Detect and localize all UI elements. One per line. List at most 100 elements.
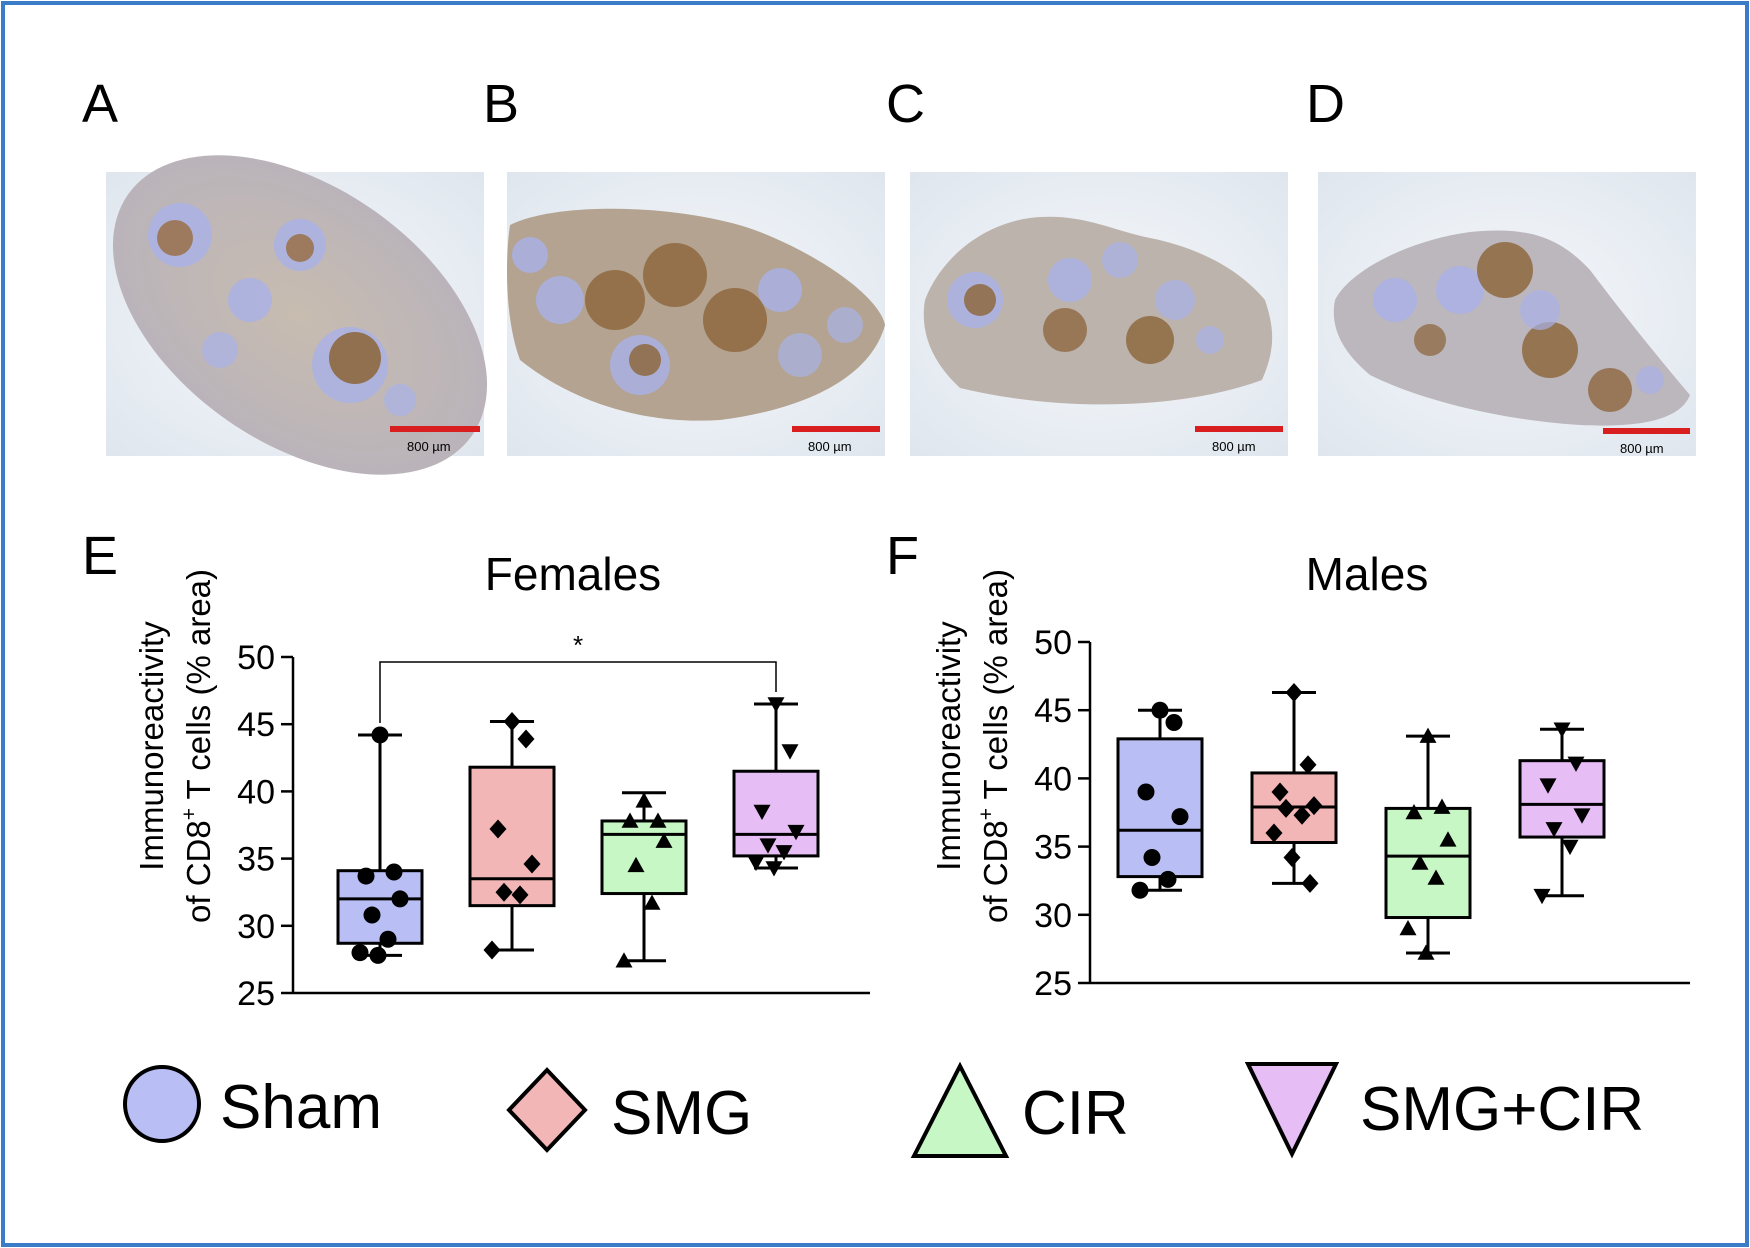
data-point xyxy=(627,856,645,873)
data-point xyxy=(1405,804,1423,820)
y-axis-label-line1: Immunoreactivity xyxy=(133,621,170,871)
data-point xyxy=(1567,756,1585,772)
y-tick-label: 35 xyxy=(1034,829,1072,867)
box-smg-cir xyxy=(1518,722,1606,905)
chart-title-females: Females xyxy=(485,548,661,600)
data-point xyxy=(363,906,381,924)
data-point xyxy=(489,819,507,839)
data-point xyxy=(483,940,501,960)
legend-label: SMG xyxy=(611,1079,752,1148)
legend-item-smg-cir: SMG+CIR xyxy=(1244,1062,1644,1159)
y-tick-label: 50 xyxy=(237,639,275,677)
data-point xyxy=(379,930,397,948)
legend-item-cir: CIR xyxy=(910,1061,1129,1158)
data-point xyxy=(1151,701,1169,719)
scale-bar-label: 800 µm xyxy=(808,439,852,454)
y-axis-label-line2: of CD8+ T cells (% area) xyxy=(178,569,217,923)
plot-area-males: 25 30 35 40 45 50 xyxy=(1034,624,1690,1003)
plot-area-females: 25 30 35 40 45 50 * xyxy=(237,630,870,1013)
box-iqr xyxy=(600,819,688,896)
box-smg xyxy=(468,712,556,960)
scale-bar-label: 800 µm xyxy=(407,439,451,454)
y-tick-label: 35 xyxy=(237,841,275,879)
y-axis-label: Immunoreactivity xyxy=(930,621,967,871)
box-iqr xyxy=(732,769,820,858)
data-point xyxy=(787,824,805,841)
y-tick-label: 25 xyxy=(1034,965,1072,1003)
panel-label-e: E xyxy=(82,526,118,586)
data-point xyxy=(1433,798,1451,814)
y-tick-label: 40 xyxy=(1034,760,1072,798)
data-point xyxy=(1293,805,1311,825)
chart-f: Males Immunoreactivity of CD8+ T cells (… xyxy=(930,548,1690,1003)
y-axis-label-line2: of CD8+ T cells (% area) xyxy=(975,569,1014,923)
box-iqr xyxy=(1116,737,1204,879)
data-point xyxy=(385,863,403,881)
legend: Sham SMG CIR SMG+CIR xyxy=(123,1061,1644,1159)
legend-item-smg: SMG xyxy=(506,1067,752,1153)
legend-item-sham: Sham xyxy=(123,1065,382,1143)
data-point xyxy=(523,854,541,874)
data-point xyxy=(1271,782,1289,802)
data-point xyxy=(1533,888,1551,905)
data-point xyxy=(759,838,777,854)
micrograph-a: 800 µm xyxy=(106,155,488,475)
data-point xyxy=(747,855,765,872)
panel-label-b: B xyxy=(483,74,519,134)
data-point xyxy=(517,729,535,749)
micrograph-c: 800 µm xyxy=(910,172,1288,456)
data-point xyxy=(635,792,653,808)
data-point xyxy=(1417,944,1435,960)
y-axis-label: Immunoreactivity xyxy=(133,621,170,871)
data-point xyxy=(371,726,389,744)
data-point xyxy=(1159,870,1177,888)
data-point xyxy=(503,712,521,732)
data-point xyxy=(1561,839,1579,856)
data-point xyxy=(357,867,375,885)
y-axis-label: of CD8+ T cells (% area) xyxy=(975,569,1014,923)
box-smg-cir xyxy=(732,697,820,877)
legend-label: Sham xyxy=(220,1073,382,1142)
data-point xyxy=(495,882,513,902)
data-point xyxy=(655,832,673,848)
data-point xyxy=(1439,831,1457,847)
data-point xyxy=(1131,881,1149,899)
box-smg xyxy=(1250,682,1338,893)
panel-label-d: D xyxy=(1306,74,1345,134)
data-point xyxy=(391,890,409,908)
data-point xyxy=(765,861,783,877)
data-point xyxy=(369,946,387,964)
box-iqr xyxy=(1384,806,1472,920)
data-point xyxy=(1539,778,1557,794)
scale-bar-label: 800 µm xyxy=(1212,439,1256,454)
box-iqr xyxy=(468,765,556,908)
data-point xyxy=(1419,727,1437,743)
box-sham xyxy=(336,726,424,964)
micrograph-b: 800 µm xyxy=(507,172,885,456)
legend-label: SMG+CIR xyxy=(1360,1075,1644,1144)
panel-label-c: C xyxy=(886,74,925,134)
data-point xyxy=(1137,783,1155,801)
box-cir xyxy=(1384,727,1472,960)
data-point xyxy=(1399,919,1417,936)
data-point xyxy=(1427,869,1445,885)
y-tick-label: 45 xyxy=(237,706,275,744)
data-point xyxy=(753,804,771,821)
y-tick-label: 40 xyxy=(237,773,275,811)
panel-label-f: F xyxy=(886,526,919,586)
data-point xyxy=(1553,722,1571,738)
y-tick-label: 45 xyxy=(1034,692,1072,730)
data-point xyxy=(643,894,661,910)
panel-label-a: A xyxy=(82,74,118,134)
micrograph-d: 800 µm xyxy=(1318,172,1696,456)
data-point xyxy=(1265,823,1283,843)
data-point xyxy=(1305,796,1323,816)
chart-title-males: Males xyxy=(1306,548,1429,600)
scale-bar-label: 800 µm xyxy=(1620,441,1664,456)
data-point xyxy=(1277,798,1295,818)
data-point xyxy=(1301,873,1319,893)
data-point xyxy=(1283,848,1301,868)
triangle-up-icon xyxy=(910,1061,1010,1158)
box-cir xyxy=(600,791,688,968)
